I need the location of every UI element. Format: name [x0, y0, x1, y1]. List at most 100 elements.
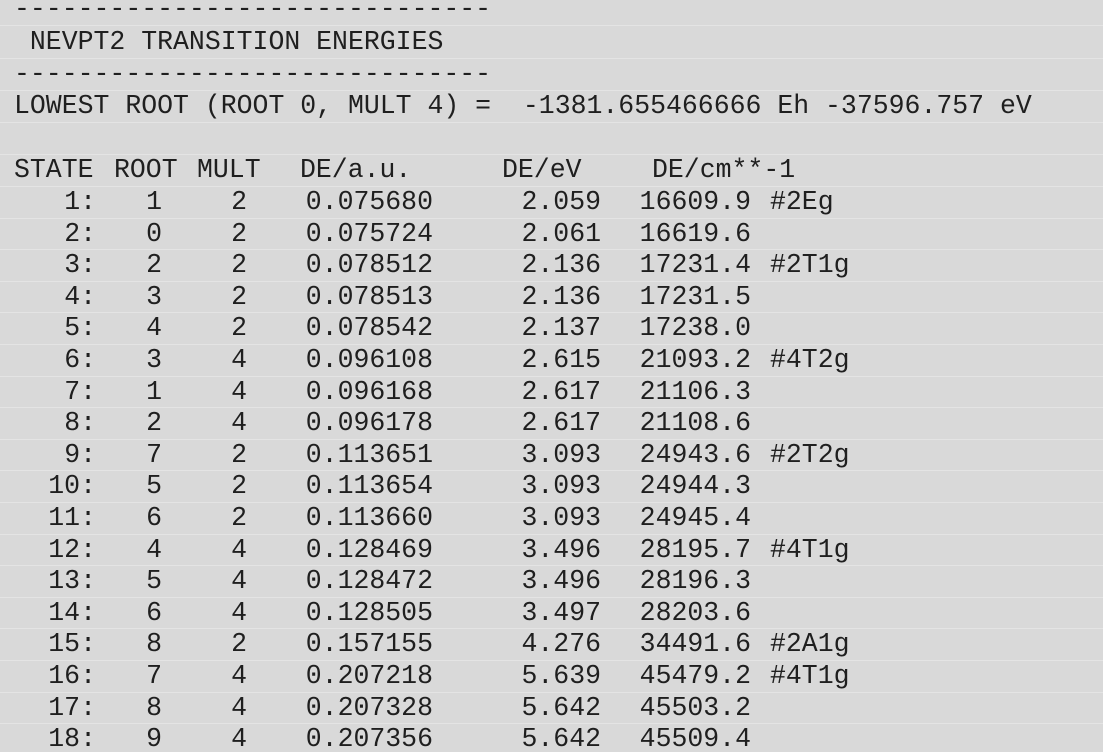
table-header: STATE ROOT MULT DE/a.u. DE/eV DE/cm**-1: [0, 155, 1103, 187]
de-cm-cell: 24945.4: [639, 503, 751, 533]
table-row: 1: 1 2 0.075680 2.059 16609.9 #2Eg: [0, 187, 1103, 219]
table-row: 17: 8 4 0.207328 5.642 45503.2: [0, 693, 1103, 725]
de-cm-cell: 28203.6: [639, 597, 751, 628]
state-cell: 18:: [48, 724, 96, 752]
de-au-cell: 0.078512: [305, 250, 433, 281]
mult-cell: 4: [231, 597, 247, 628]
column-header-mult: MULT: [197, 155, 261, 185]
table-row: 4: 3 2 0.078513 2.136 17231.5: [0, 282, 1103, 314]
term-label-cell: #4T2g: [770, 345, 850, 375]
mult-cell: 2: [231, 250, 247, 281]
lowest-root-line: LOWEST ROOT (ROOT 0, MULT 4) = -1381.655…: [0, 91, 1103, 123]
root-cell: 1: [146, 376, 162, 407]
term-label-cell: #2A1g: [770, 629, 850, 660]
mult-cell: 4: [231, 692, 247, 723]
root-cell: 1: [146, 187, 162, 217]
mult-cell: 4: [231, 724, 247, 752]
column-header-root: ROOT: [114, 155, 178, 185]
table-row: 12: 4 4 0.128469 3.496 28195.7 #4T1g: [0, 535, 1103, 567]
de-au-cell: 0.096168: [305, 376, 433, 407]
state-cell: 10:: [48, 471, 96, 502]
state-cell: 5:: [64, 313, 96, 344]
de-au-cell: 0.113660: [305, 503, 433, 533]
de-ev-cell: 3.093: [521, 471, 601, 502]
root-cell: 7: [146, 439, 162, 470]
de-ev-cell: 3.496: [521, 566, 601, 597]
rule-top-text: ------------------------------: [14, 0, 492, 24]
root-cell: 4: [146, 313, 162, 344]
de-ev-cell: 5.642: [521, 724, 601, 752]
mult-cell: 2: [231, 629, 247, 660]
root-cell: 4: [146, 534, 162, 565]
de-ev-cell: 3.093: [521, 503, 601, 533]
de-ev-cell: 3.093: [521, 439, 601, 470]
state-cell: 7:: [64, 376, 96, 407]
rule-top: ------------------------------: [0, 0, 1103, 26]
de-cm-cell: 21108.6: [639, 408, 751, 439]
de-au-cell: 0.128505: [305, 597, 433, 628]
de-ev-cell: 2.136: [521, 281, 601, 312]
mult-cell: 4: [231, 345, 247, 375]
table-row: 7: 1 4 0.096168 2.617 21106.3: [0, 377, 1103, 409]
root-cell: 2: [146, 250, 162, 281]
de-au-cell: 0.078542: [305, 313, 433, 344]
mult-cell: 2: [231, 218, 247, 249]
de-au-cell: 0.113651: [305, 439, 433, 470]
de-ev-cell: 2.137: [521, 313, 601, 344]
table-row: 14: 6 4 0.128505 3.497 28203.6: [0, 598, 1103, 630]
state-cell: 12:: [48, 534, 96, 565]
root-cell: 2: [146, 408, 162, 439]
state-cell: 8:: [64, 408, 96, 439]
de-cm-cell: 28195.7: [639, 534, 751, 565]
state-cell: 17:: [48, 692, 96, 723]
table-row: 6: 3 4 0.096108 2.615 21093.2 #4T2g: [0, 345, 1103, 377]
root-cell: 5: [146, 566, 162, 597]
mult-cell: 4: [231, 661, 247, 691]
root-cell: 5: [146, 471, 162, 502]
state-cell: 4:: [64, 281, 96, 312]
table-row: 2: 0 2 0.075724 2.061 16619.6: [0, 219, 1103, 251]
de-ev-cell: 2.061: [521, 218, 601, 249]
de-cm-cell: 21093.2: [639, 345, 751, 375]
table-row: 15: 8 2 0.157155 4.276 34491.6 #2A1g: [0, 629, 1103, 661]
blank-line: [0, 123, 1103, 155]
table-row: 18: 9 4 0.207356 5.642 45509.4: [0, 724, 1103, 752]
state-cell: 13:: [48, 566, 96, 597]
de-au-cell: 0.128472: [305, 566, 433, 597]
mult-cell: 2: [231, 439, 247, 470]
de-cm-cell: 16609.9: [639, 187, 751, 217]
table-row: 5: 4 2 0.078542 2.137 17238.0: [0, 313, 1103, 345]
state-cell: 11:: [48, 503, 96, 533]
column-header-de-cm: DE/cm**-1: [652, 155, 796, 185]
mult-cell: 2: [231, 187, 247, 217]
mult-cell: 4: [231, 408, 247, 439]
de-cm-cell: 28196.3: [639, 566, 751, 597]
de-ev-cell: 4.276: [521, 629, 601, 660]
term-label-cell: #2Eg: [770, 187, 834, 217]
mult-cell: 4: [231, 566, 247, 597]
de-cm-cell: 45503.2: [639, 692, 751, 723]
de-au-cell: 0.075680: [305, 187, 433, 217]
mult-cell: 2: [231, 281, 247, 312]
de-au-cell: 0.113654: [305, 471, 433, 502]
mult-cell: 2: [231, 503, 247, 533]
de-au-cell: 0.207218: [305, 661, 433, 691]
state-cell: 1:: [64, 187, 96, 217]
root-cell: 6: [146, 597, 162, 628]
root-cell: 8: [146, 692, 162, 723]
table-row: 10: 5 2 0.113654 3.093 24944.3: [0, 471, 1103, 503]
de-ev-cell: 3.497: [521, 597, 601, 628]
root-cell: 3: [146, 281, 162, 312]
table-row: 16: 7 4 0.207218 5.639 45479.2 #4T1g: [0, 661, 1103, 693]
de-cm-cell: 34491.6: [639, 629, 751, 660]
de-ev-cell: 2.615: [521, 345, 601, 375]
term-label-cell: #2T2g: [770, 439, 850, 470]
de-cm-cell: 45479.2: [639, 661, 751, 691]
de-ev-cell: 2.617: [521, 376, 601, 407]
state-cell: 15:: [48, 629, 96, 660]
table-row: 11: 6 2 0.113660 3.093 24945.4: [0, 503, 1103, 535]
de-ev-cell: 2.617: [521, 408, 601, 439]
root-cell: 3: [146, 345, 162, 375]
table-row: 13: 5 4 0.128472 3.496 28196.3: [0, 566, 1103, 598]
state-cell: 14:: [48, 597, 96, 628]
